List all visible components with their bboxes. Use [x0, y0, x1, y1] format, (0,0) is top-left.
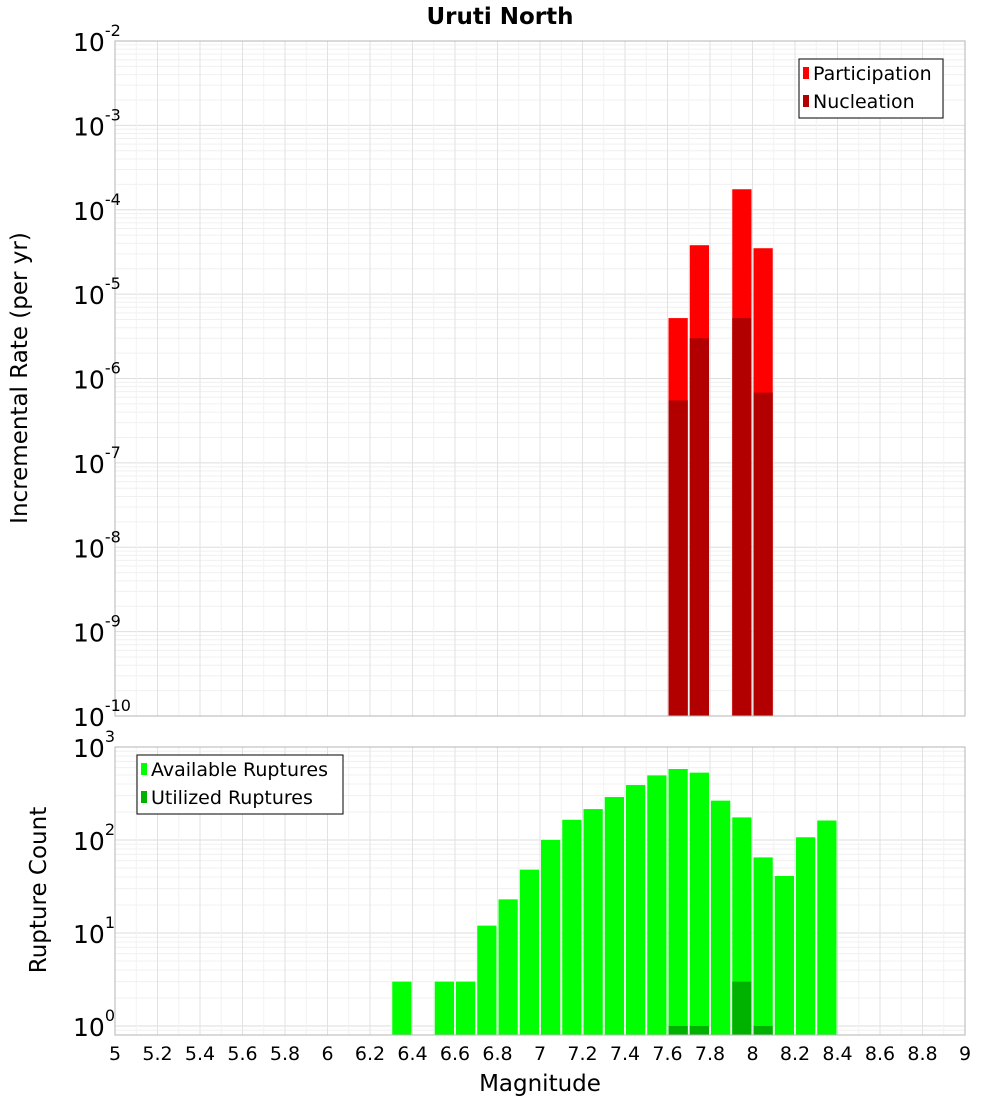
y-tick-label: 100	[73, 1006, 115, 1042]
bar	[604, 796, 624, 1035]
y-tick-exponent: 3	[105, 727, 115, 746]
legend-box	[798, 58, 944, 119]
bar	[796, 837, 816, 1035]
grid-layer	[114, 40, 966, 1035]
y-tick-exponent: 1	[105, 913, 115, 932]
y-tick-label: 10-9	[73, 612, 121, 648]
y-tick-label: 10-3	[73, 105, 121, 141]
frame-layer	[114, 40, 966, 1036]
x-tick-label: 9	[959, 1043, 971, 1065]
y-tick-label: 101	[73, 913, 115, 949]
x-tick-label: 5.2	[142, 1043, 172, 1065]
legend-layer: Participation Nucleation Available Rupture…	[136, 58, 944, 815]
y-tick-label: 10-8	[73, 527, 121, 563]
y-tick-exponent: 2	[105, 820, 115, 839]
bar	[541, 839, 561, 1035]
bar	[519, 869, 539, 1035]
bar	[689, 772, 709, 1035]
bar	[434, 981, 454, 1035]
bar	[753, 1025, 773, 1035]
x-axis-title: Magnitude	[479, 1071, 601, 1097]
x-tick-label: 8.6	[865, 1043, 895, 1065]
bar	[732, 318, 752, 716]
bar	[456, 981, 476, 1035]
y-tick-exponent: -7	[105, 443, 121, 462]
legend-swatch	[803, 95, 809, 107]
bars-layer	[392, 189, 837, 1035]
y-tick-exponent: -2	[105, 21, 121, 40]
x-tick-label: 7.2	[567, 1043, 597, 1065]
legend-label: Nucleation	[813, 91, 915, 113]
legend-box	[136, 754, 344, 815]
y-tick-exponent: -10	[105, 696, 131, 715]
x-tick-label: 6.4	[397, 1043, 427, 1065]
bar	[753, 392, 773, 716]
legend-swatch	[141, 763, 147, 775]
bar	[647, 775, 667, 1035]
x-tick-label: 5.6	[227, 1043, 257, 1065]
legend-label: Participation	[813, 63, 932, 85]
bar	[668, 400, 688, 716]
bar	[732, 981, 752, 1035]
x-tick-label: 8.8	[907, 1043, 937, 1065]
y-tick-exponent: -6	[105, 359, 121, 378]
y-tick-exponent: -5	[105, 274, 121, 293]
y-tick-label: 10-4	[73, 190, 121, 226]
legend-label: Available Ruptures	[151, 759, 328, 781]
legend-swatch	[141, 791, 147, 803]
y-tick-label: 10-6	[73, 359, 121, 395]
y-tick-label: 103	[73, 727, 115, 763]
legend-label: Utilized Ruptures	[151, 787, 313, 809]
bar	[626, 785, 646, 1035]
y-tick-exponent: -8	[105, 527, 121, 546]
x-tick-label: 6.6	[440, 1043, 470, 1065]
x-tick-label: 6	[321, 1043, 333, 1065]
bar	[668, 769, 688, 1035]
x-tick-label: 8.2	[780, 1043, 810, 1065]
x-tick-label: 5.8	[270, 1043, 300, 1065]
x-tick-label: 5	[109, 1043, 121, 1065]
bar	[498, 899, 518, 1035]
y-axis-title-count: Rupture Count	[26, 807, 52, 973]
plot-frame	[114, 40, 966, 717]
x-tick-label: 7.8	[695, 1043, 725, 1065]
bar	[689, 1025, 709, 1035]
y-tick-label: 102	[73, 820, 115, 856]
plot-frame	[114, 746, 966, 1036]
bar	[668, 1025, 688, 1035]
x-tick-label: 8	[746, 1043, 758, 1065]
y-tick-label: 10-2	[73, 21, 121, 57]
x-tick-label: 7	[534, 1043, 546, 1065]
x-tick-label: 8.4	[822, 1043, 852, 1065]
bar	[562, 819, 582, 1035]
y-axis-title-rate: Incremental Rate (per yr)	[7, 232, 33, 524]
bar	[711, 800, 731, 1035]
bar	[689, 338, 709, 716]
tick-layer: 10-1010-910-810-710-610-510-410-310-2100…	[73, 21, 971, 1065]
y-tick-label: 10-7	[73, 443, 121, 479]
y-tick-exponent: -3	[105, 105, 121, 124]
x-tick-label: 6.8	[482, 1043, 512, 1065]
y-tick-exponent: -4	[105, 190, 121, 209]
bar	[392, 981, 412, 1035]
x-tick-label: 6.2	[355, 1043, 385, 1065]
bar	[774, 876, 794, 1035]
bar	[583, 809, 603, 1035]
x-tick-label: 7.6	[652, 1043, 682, 1065]
bar	[817, 820, 837, 1035]
chart-title: Uruti North	[426, 4, 573, 30]
bar	[753, 857, 773, 1035]
y-tick-label: 10-5	[73, 274, 121, 310]
x-tick-label: 5.4	[185, 1043, 215, 1065]
y-tick-exponent: 0	[105, 1006, 115, 1025]
y-tick-exponent: -9	[105, 612, 121, 631]
y-tick-label: 10-10	[73, 696, 131, 732]
bar	[477, 925, 497, 1035]
legend-swatch	[803, 67, 809, 79]
x-tick-label: 7.4	[610, 1043, 640, 1065]
bar	[732, 817, 752, 1035]
